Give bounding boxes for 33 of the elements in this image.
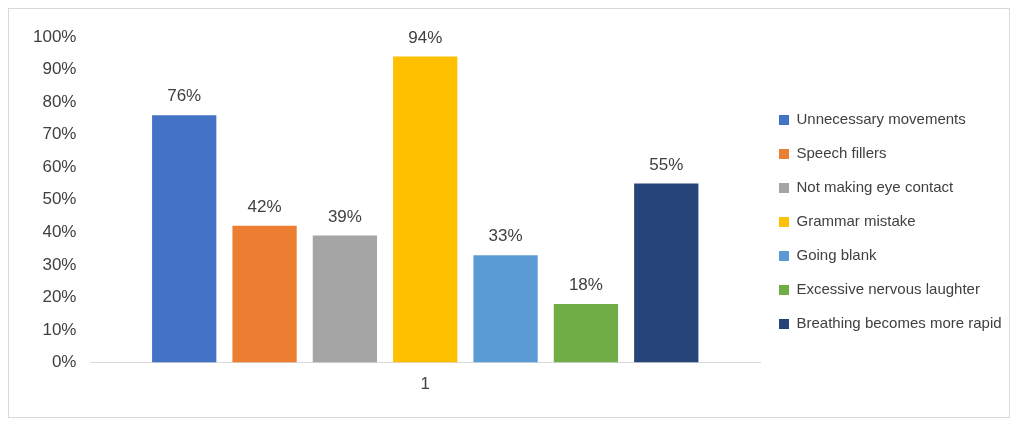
bar: [393, 56, 458, 363]
y-tick-label: 80%: [42, 91, 77, 111]
legend-label: Grammar mistake: [796, 212, 916, 230]
y-tick-label: 30%: [42, 254, 77, 274]
y-tick-label: 40%: [42, 222, 77, 242]
y-tick-label: 60%: [42, 156, 77, 176]
bar: [232, 225, 297, 363]
data-label: 33%: [488, 226, 523, 246]
bar: [634, 183, 699, 363]
bar: [553, 303, 619, 363]
y-tick-label: 20%: [42, 287, 77, 307]
y-tick-label: 10%: [42, 319, 77, 339]
bar: [312, 235, 378, 363]
data-label: 42%: [247, 197, 282, 217]
legend-label: Excessive nervous laughter: [796, 280, 980, 298]
legend-label: Speech fillers: [796, 144, 887, 162]
legend-label: Breathing becomes more rapid: [796, 314, 1002, 332]
bar: [152, 115, 217, 363]
y-tick-label: 50%: [42, 189, 77, 209]
data-label: 94%: [408, 27, 443, 47]
y-tick-label: 0%: [51, 352, 77, 372]
y-tick-label: 70%: [42, 124, 77, 144]
data-label: 39%: [327, 206, 362, 226]
legend-label: Not making eye contact: [796, 178, 955, 196]
legend-label: Going blank: [796, 246, 878, 264]
data-label: 55%: [649, 154, 684, 174]
bar: [473, 255, 538, 363]
legend-label: Unnecessary movements: [796, 110, 966, 128]
data-label: 76%: [167, 86, 202, 106]
y-tick-label: 100%: [33, 26, 77, 46]
x-tick-label: 1: [420, 374, 430, 394]
y-tick-label: 90%: [42, 59, 77, 79]
data-label: 18%: [568, 275, 603, 295]
